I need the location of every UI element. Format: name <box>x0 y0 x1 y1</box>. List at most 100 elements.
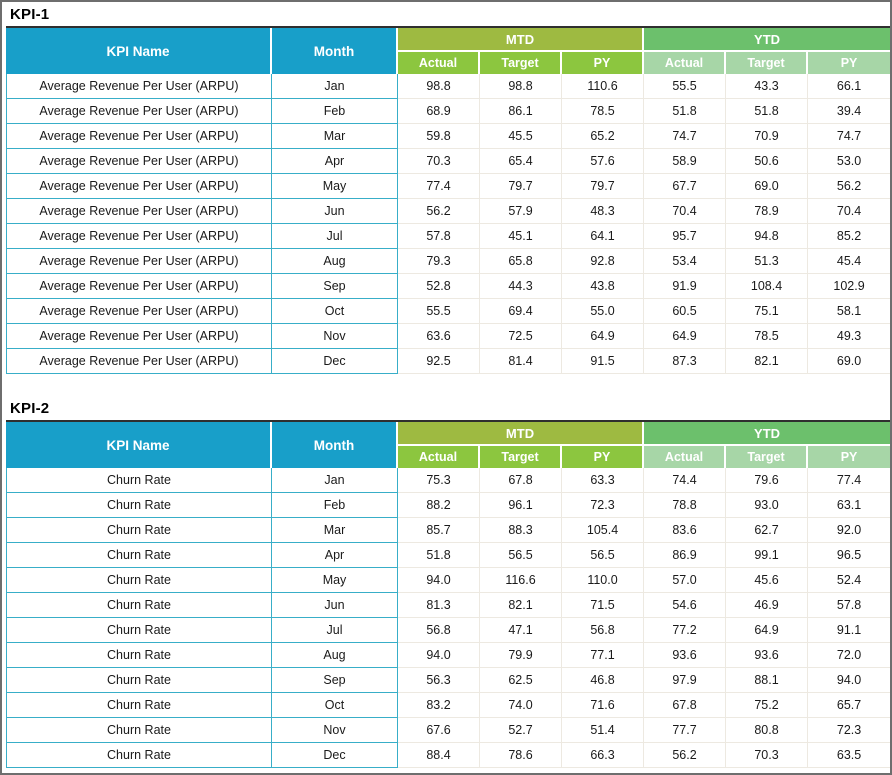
mtd-actual-cell[interactable]: 77.4 <box>398 174 480 199</box>
ytd-py-cell[interactable]: 72.0 <box>808 643 891 668</box>
mtd-actual-header[interactable]: Actual <box>398 446 480 468</box>
kpi-name-cell[interactable]: Churn Rate <box>6 568 272 593</box>
ytd-target-cell[interactable]: 78.9 <box>726 199 809 224</box>
mtd-actual-cell[interactable]: 88.4 <box>398 743 480 768</box>
ytd-target-cell[interactable]: 45.6 <box>726 568 809 593</box>
mtd-py-cell[interactable]: 71.5 <box>562 593 645 618</box>
mtd-band-header[interactable]: MTD <box>398 28 645 52</box>
mtd-target-cell[interactable]: 74.0 <box>480 693 562 718</box>
kpi-name-cell[interactable]: Average Revenue Per User (ARPU) <box>6 99 272 124</box>
kpi-name-cell[interactable]: Average Revenue Per User (ARPU) <box>6 299 272 324</box>
ytd-actual-cell[interactable]: 97.9 <box>644 668 727 693</box>
ytd-py-cell[interactable]: 52.4 <box>808 568 891 593</box>
ytd-target-cell[interactable]: 64.9 <box>726 618 809 643</box>
ytd-target-cell[interactable]: 108.4 <box>726 274 809 299</box>
mtd-actual-header[interactable]: Actual <box>398 52 480 74</box>
month-cell[interactable]: May <box>272 174 398 199</box>
ytd-target-cell[interactable]: 51.8 <box>726 99 809 124</box>
mtd-py-cell[interactable]: 91.5 <box>562 349 645 374</box>
ytd-target-cell[interactable]: 51.3 <box>726 249 809 274</box>
mtd-target-cell[interactable]: 44.3 <box>480 274 562 299</box>
month-cell[interactable]: Aug <box>272 643 398 668</box>
mtd-actual-cell[interactable]: 70.3 <box>398 149 480 174</box>
mtd-target-cell[interactable]: 69.4 <box>480 299 562 324</box>
kpi-name-cell[interactable]: Churn Rate <box>6 743 272 768</box>
mtd-actual-cell[interactable]: 79.3 <box>398 249 480 274</box>
mtd-target-cell[interactable]: 116.6 <box>480 568 562 593</box>
kpi-name-cell[interactable]: Churn Rate <box>6 668 272 693</box>
ytd-target-cell[interactable]: 79.6 <box>726 468 809 493</box>
mtd-py-header[interactable]: PY <box>562 52 645 74</box>
mtd-actual-cell[interactable]: 94.0 <box>398 643 480 668</box>
ytd-target-cell[interactable]: 70.3 <box>726 743 809 768</box>
mtd-actual-cell[interactable]: 81.3 <box>398 593 480 618</box>
month-cell[interactable]: Apr <box>272 543 398 568</box>
mtd-target-cell[interactable]: 65.4 <box>480 149 562 174</box>
mtd-target-cell[interactable]: 56.5 <box>480 543 562 568</box>
ytd-actual-cell[interactable]: 64.9 <box>644 324 727 349</box>
ytd-py-cell[interactable]: 94.0 <box>808 668 891 693</box>
ytd-py-cell[interactable]: 49.3 <box>808 324 891 349</box>
ytd-py-cell[interactable]: 45.4 <box>808 249 891 274</box>
ytd-py-cell[interactable]: 65.7 <box>808 693 891 718</box>
mtd-py-cell[interactable]: 56.5 <box>562 543 645 568</box>
ytd-actual-cell[interactable]: 51.8 <box>644 99 727 124</box>
kpi-name-cell[interactable]: Churn Rate <box>6 618 272 643</box>
kpi-name-cell[interactable]: Churn Rate <box>6 718 272 743</box>
mtd-band-header[interactable]: MTD <box>398 422 645 446</box>
ytd-actual-cell[interactable]: 58.9 <box>644 149 727 174</box>
month-cell[interactable]: Jun <box>272 593 398 618</box>
kpi-name-column-header[interactable]: KPI Name <box>6 28 272 74</box>
month-cell[interactable]: Mar <box>272 518 398 543</box>
ytd-target-cell[interactable]: 80.8 <box>726 718 809 743</box>
mtd-py-cell[interactable]: 64.9 <box>562 324 645 349</box>
mtd-py-cell[interactable]: 55.0 <box>562 299 645 324</box>
kpi-name-cell[interactable]: Churn Rate <box>6 693 272 718</box>
month-cell[interactable]: Jan <box>272 468 398 493</box>
ytd-target-cell[interactable]: 75.1 <box>726 299 809 324</box>
ytd-target-cell[interactable]: 69.0 <box>726 174 809 199</box>
ytd-py-cell[interactable]: 69.0 <box>808 349 891 374</box>
mtd-py-cell[interactable]: 48.3 <box>562 199 645 224</box>
kpi-name-cell[interactable]: Churn Rate <box>6 518 272 543</box>
ytd-target-header[interactable]: Target <box>726 52 809 74</box>
ytd-py-cell[interactable]: 63.1 <box>808 493 891 518</box>
kpi-name-column-header[interactable]: KPI Name <box>6 422 272 468</box>
ytd-actual-header[interactable]: Actual <box>644 446 727 468</box>
month-cell[interactable]: Sep <box>272 274 398 299</box>
kpi-name-cell[interactable]: Churn Rate <box>6 643 272 668</box>
ytd-actual-cell[interactable]: 86.9 <box>644 543 727 568</box>
ytd-actual-cell[interactable]: 87.3 <box>644 349 727 374</box>
mtd-actual-cell[interactable]: 52.8 <box>398 274 480 299</box>
ytd-target-cell[interactable]: 82.1 <box>726 349 809 374</box>
ytd-py-cell[interactable]: 77.4 <box>808 468 891 493</box>
ytd-actual-cell[interactable]: 74.4 <box>644 468 727 493</box>
mtd-py-cell[interactable]: 77.1 <box>562 643 645 668</box>
kpi-name-cell[interactable]: Churn Rate <box>6 543 272 568</box>
month-cell[interactable]: May <box>272 568 398 593</box>
mtd-target-cell[interactable]: 96.1 <box>480 493 562 518</box>
kpi-name-cell[interactable]: Average Revenue Per User (ARPU) <box>6 199 272 224</box>
mtd-py-cell[interactable]: 110.6 <box>562 74 645 99</box>
ytd-py-cell[interactable]: 85.2 <box>808 224 891 249</box>
mtd-py-cell[interactable]: 79.7 <box>562 174 645 199</box>
kpi-name-cell[interactable]: Average Revenue Per User (ARPU) <box>6 149 272 174</box>
ytd-py-cell[interactable]: 56.2 <box>808 174 891 199</box>
ytd-target-cell[interactable]: 43.3 <box>726 74 809 99</box>
month-cell[interactable]: Oct <box>272 299 398 324</box>
mtd-actual-cell[interactable]: 63.6 <box>398 324 480 349</box>
kpi-name-cell[interactable]: Average Revenue Per User (ARPU) <box>6 174 272 199</box>
mtd-actual-cell[interactable]: 68.9 <box>398 99 480 124</box>
kpi-name-cell[interactable]: Average Revenue Per User (ARPU) <box>6 124 272 149</box>
month-cell[interactable]: Feb <box>272 493 398 518</box>
mtd-actual-cell[interactable]: 88.2 <box>398 493 480 518</box>
mtd-py-cell[interactable]: 65.2 <box>562 124 645 149</box>
mtd-py-cell[interactable]: 92.8 <box>562 249 645 274</box>
mtd-actual-cell[interactable]: 83.2 <box>398 693 480 718</box>
ytd-py-cell[interactable]: 70.4 <box>808 199 891 224</box>
mtd-py-cell[interactable]: 105.4 <box>562 518 645 543</box>
mtd-py-cell[interactable]: 57.6 <box>562 149 645 174</box>
ytd-band-header[interactable]: YTD <box>644 28 891 52</box>
mtd-target-cell[interactable]: 98.8 <box>480 74 562 99</box>
mtd-py-cell[interactable]: 64.1 <box>562 224 645 249</box>
